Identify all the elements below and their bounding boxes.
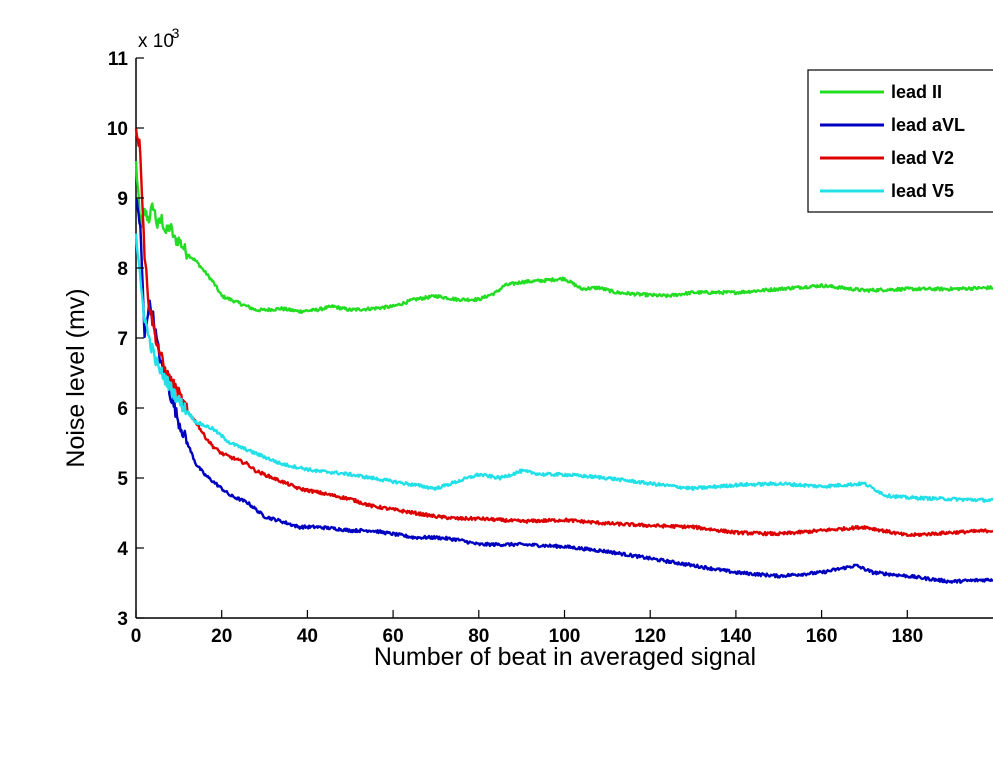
- x-tick-label: 100: [549, 626, 581, 647]
- x-tick-label: 0: [131, 626, 142, 647]
- legend: lead II lead aVL lead V2 lead V5: [807, 69, 993, 213]
- x-tick-label: 40: [297, 626, 318, 647]
- x-ticks: 0 20 40 60 80 100 120 140 160 180: [131, 610, 923, 647]
- x-tick-label: 60: [383, 626, 404, 647]
- series-layer: [134, 127, 993, 584]
- legend-box: [807, 69, 993, 213]
- y-multiplier: x 10: [138, 31, 174, 52]
- legend-label: lead V2: [891, 148, 954, 168]
- y-tick-label: 10: [107, 119, 128, 140]
- x-tick-label: 20: [211, 626, 232, 647]
- y-tick-label: 6: [117, 399, 128, 420]
- x-axis-label: Number of beat in averaged signal: [374, 643, 756, 671]
- x-tick-label: 80: [468, 626, 489, 647]
- y-tick-label: 8: [117, 259, 128, 280]
- y-tick-label: 11: [108, 49, 129, 70]
- y-axis-label: Noise level (mv): [62, 288, 90, 467]
- y-tick-label: 3: [117, 609, 128, 630]
- legend-label: lead aVL: [891, 115, 965, 135]
- x-tick-label: 160: [806, 626, 838, 647]
- x-tick-label: 120: [634, 626, 666, 647]
- y-tick-label: 4: [117, 539, 128, 560]
- y-tick-label: 9: [117, 189, 128, 210]
- series-line-lead-v2: [134, 127, 993, 538]
- x-tick-label: 180: [891, 626, 923, 647]
- y-multiplier-exponent: -3: [167, 25, 180, 41]
- x-tick-label: 140: [720, 626, 752, 647]
- legend-label: lead V5: [891, 181, 954, 201]
- series-line-lead-ii: [134, 160, 993, 314]
- y-tick-label: 7: [117, 329, 128, 350]
- series-line-lead-avl: [135, 198, 993, 584]
- y-tick-label: 5: [117, 469, 128, 490]
- y-ticks: 3 4 5 6 7 8 9 10 11: [107, 49, 144, 630]
- series-line-lead-v5: [134, 233, 993, 503]
- legend-label: lead II: [891, 82, 942, 102]
